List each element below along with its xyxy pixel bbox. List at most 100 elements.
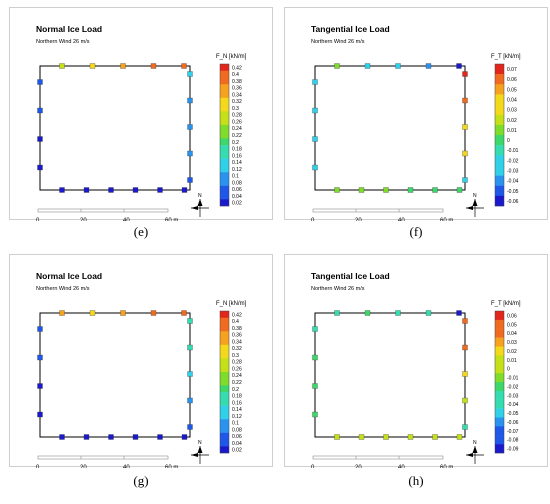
colorbar-tick-label: 0.36 (232, 86, 242, 92)
colorbar-tick-label: 0 (507, 367, 510, 373)
colorbar-title: F_T [kN/m] (491, 54, 521, 60)
colorbar-tick-label: 0.02 (232, 448, 242, 454)
colorbar-segment (220, 425, 229, 433)
colorbar-segment (495, 319, 504, 329)
scalebar-label: 40 (398, 218, 405, 221)
marker-bottom (456, 187, 463, 193)
colorbar-tick-label: 0.14 (232, 407, 242, 413)
colorbar-segment (220, 111, 229, 119)
marker-bottom (157, 434, 163, 440)
marker-right (462, 371, 468, 377)
colorbar-tick-label: 0.05 (507, 87, 517, 93)
colorbar-tick-label: 0.42 (232, 65, 242, 71)
colorbar-tick-label: 0.18 (232, 147, 242, 153)
colorbar-tick-label: 0.05 (507, 322, 517, 328)
caption-f: (f) (409, 224, 423, 239)
colorbar-tick-label: 0.38 (232, 326, 242, 332)
colorbar-segment (220, 64, 229, 71)
colorbar-tick-label: 0.02 (232, 201, 242, 207)
marker-bottom (83, 187, 90, 193)
colorbar-frame (219, 63, 230, 207)
colorbar-segment (220, 185, 229, 193)
colorbar-tick-label: 0.42 (232, 312, 242, 318)
colorbar-title: F_N [kN/m] (216, 301, 247, 307)
marker-bottom (108, 187, 114, 193)
scalebar-label: 60 m (440, 465, 453, 468)
colorbar-segment (495, 311, 504, 321)
scalebar-bar (37, 208, 169, 213)
building-outline (314, 65, 466, 191)
marker-top (59, 310, 65, 316)
scalebar-label: 40 (398, 465, 405, 468)
marker-right (187, 424, 193, 430)
colorbar-segment (495, 399, 504, 409)
colorbar-segment (220, 331, 229, 339)
marker-right (462, 97, 468, 104)
marker-bottom (432, 434, 438, 440)
colorbar-tick-label: -0.01 (507, 148, 519, 154)
colorbar-segment (220, 91, 229, 99)
colorbar-segment (220, 311, 229, 318)
colorbar-tick-label: 0.26 (232, 119, 242, 125)
colorbar-segment (220, 412, 229, 420)
colorbar-tick-label: -0.01 (507, 376, 519, 382)
colorbar-tick-label: 0.24 (232, 373, 242, 379)
marker-top (334, 63, 340, 69)
colorbar-segment (495, 435, 504, 445)
compass-north-label: N (473, 193, 477, 199)
colorbar-tick-label: 0.06 (232, 434, 242, 440)
colorbar-tick-label: -0.04 (507, 402, 519, 408)
colorbar-tick-label: 0.4 (232, 319, 239, 325)
colorbar-segment (495, 195, 504, 207)
colorbar-segment (220, 172, 229, 180)
marker-right (187, 150, 193, 157)
marker-left (37, 326, 43, 332)
colorbar-segment (495, 373, 504, 383)
marker-bottom (334, 434, 340, 440)
colorbar-segment (220, 324, 229, 332)
colorbar-segment (495, 114, 504, 126)
colorbar-tick-label: 0.32 (232, 346, 242, 352)
colorbar-tick-label: 0.1 (232, 174, 239, 180)
scalebar-label: 40 (123, 465, 130, 468)
marker-right (187, 344, 193, 351)
marker-top (59, 63, 65, 69)
colorbar-frame (494, 310, 505, 454)
panel-e: Normal Ice Load Northern Wind 26 m/s F_N [… (9, 7, 273, 221)
marker-top (456, 310, 462, 316)
colorbar-tick-label: 0.28 (232, 360, 242, 366)
west-arrow-icon (191, 206, 198, 210)
colorbar-segment (220, 199, 229, 207)
compass-north-label: N (473, 440, 477, 446)
marker-top (181, 63, 187, 69)
colorbar-segment (220, 338, 229, 346)
marker-bottom (334, 187, 340, 193)
colorbar-segment (220, 419, 229, 427)
colorbar-tick-label: 0.04 (507, 98, 517, 104)
colorbar-segment (495, 124, 504, 136)
colorbar-tick-label: 0 (507, 138, 510, 144)
colorbar-tick-label: 0.32 (232, 99, 242, 105)
north-arrow-icon (472, 446, 478, 453)
colorbar-tick-label: 0.3 (232, 353, 239, 359)
chart-f: Tangential Ice Load Northern Wind 26 m/s F… (311, 24, 521, 221)
marker-left (312, 326, 318, 332)
marker-right (187, 371, 193, 377)
marker-left (312, 136, 318, 142)
colorbar-tick-label: 0.01 (507, 128, 517, 134)
colorbar-tick-label: 0.02 (507, 349, 517, 355)
west-arrow-icon (466, 453, 473, 457)
colorbar-segment (220, 84, 229, 92)
chart-g: Normal Ice Load Northern Wind 26 m/s F_N [… (36, 271, 247, 468)
colorbar-segment (495, 135, 504, 146)
colorbar-title: F_T [kN/m] (491, 301, 521, 307)
marker-bottom (358, 187, 365, 193)
scalebar-label: 20 (355, 218, 362, 221)
marker-right (187, 124, 193, 130)
marker-left (37, 79, 43, 85)
colorbar-segment (220, 365, 229, 373)
colorbar-tick-label: 0.07 (507, 67, 517, 73)
marker-left (37, 383, 43, 389)
marker-top (120, 63, 126, 69)
chart-title: Tangential Ice Load (311, 271, 390, 281)
